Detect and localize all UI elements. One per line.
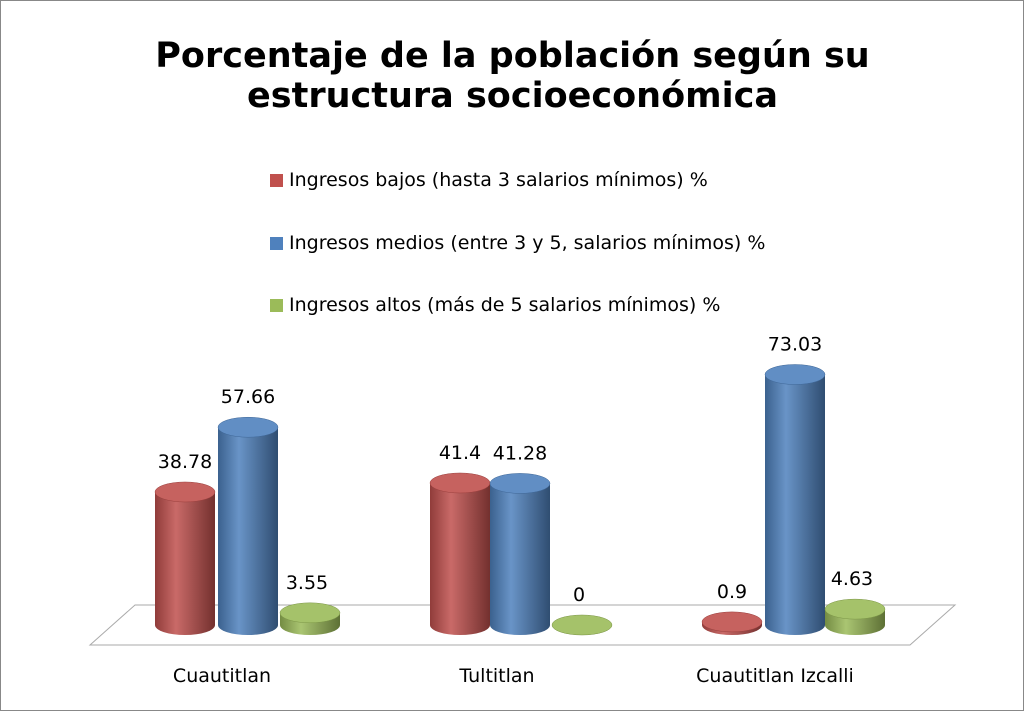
x-tick-label: Cuautitlan — [173, 665, 271, 687]
legend-swatch — [270, 237, 283, 250]
legend-swatch — [270, 174, 283, 187]
legend-label: Ingresos medios (entre 3 y 5, salarios m… — [289, 232, 766, 254]
data-label: 38.78 — [158, 451, 212, 473]
data-label: 0 — [573, 584, 585, 606]
legend-item: Ingresos altos (más de 5 salarios mínimo… — [270, 290, 730, 320]
bar-cap — [217, 416, 279, 438]
bar — [430, 482, 490, 635]
bar-cap — [551, 614, 613, 636]
bar — [765, 374, 825, 635]
legend-item: Ingresos bajos (hasta 3 salarios mínimos… — [270, 165, 740, 195]
x-tick-label: Tultitlan — [458, 665, 534, 687]
legend-item: Ingresos medios (entre 3 y 5, salarios m… — [270, 228, 840, 258]
legend-swatch — [270, 299, 283, 312]
chart-title: Porcentaje de la población según su estr… — [155, 36, 870, 116]
bar — [218, 427, 278, 635]
data-label: 41.28 — [493, 442, 547, 464]
bar — [155, 491, 215, 635]
data-label: 73.03 — [768, 334, 822, 356]
data-label: 4.63 — [831, 568, 873, 590]
data-label: 41.4 — [439, 442, 481, 464]
bar — [490, 483, 550, 635]
data-label: 0.9 — [717, 581, 747, 603]
legend-label: Ingresos bajos (hasta 3 salarios mínimos… — [289, 169, 708, 191]
bar-cap — [279, 602, 341, 624]
data-label: 57.66 — [221, 386, 275, 408]
data-label: 3.55 — [286, 572, 328, 594]
x-tick-label: Cuautitlan Izcalli — [696, 665, 854, 687]
bar-cap — [489, 473, 551, 494]
bar-cap — [154, 481, 216, 503]
bar-cap — [824, 598, 886, 620]
bar-cap — [701, 611, 763, 633]
bar-cap — [764, 364, 826, 385]
legend-label: Ingresos altos (más de 5 salarios mínimo… — [289, 294, 721, 316]
bar-cap — [429, 472, 491, 494]
